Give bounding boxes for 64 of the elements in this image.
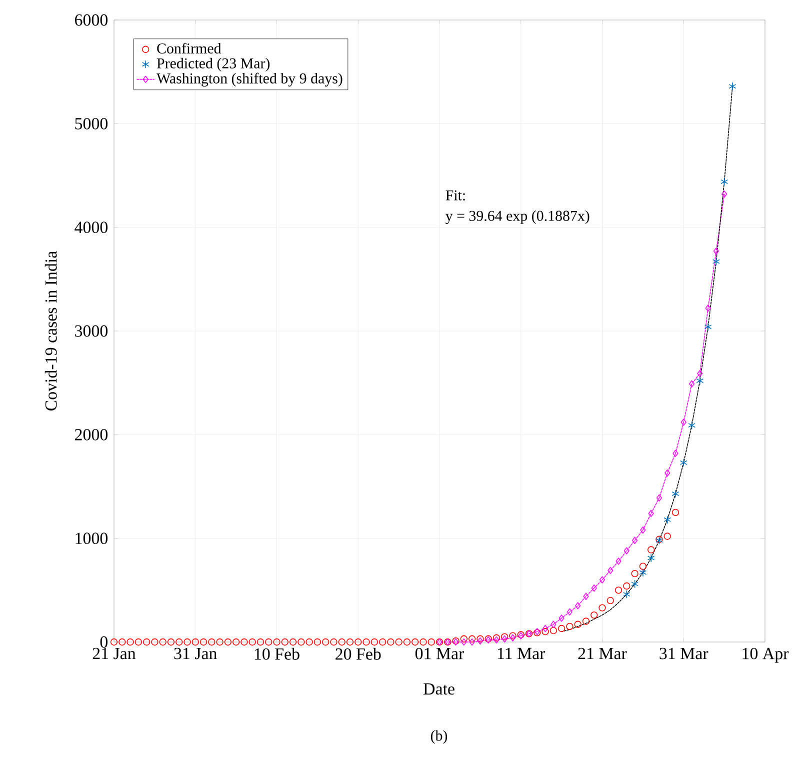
point bbox=[639, 568, 647, 577]
point bbox=[599, 576, 606, 584]
point bbox=[648, 510, 654, 518]
point bbox=[696, 376, 704, 385]
point bbox=[722, 190, 728, 198]
y-tick-label: 6000 bbox=[75, 14, 108, 26]
point bbox=[704, 322, 712, 332]
point bbox=[705, 304, 711, 312]
y-axis-title: Covid-19 cases in India bbox=[44, 251, 57, 411]
x-tick-label: 01 Mar bbox=[415, 648, 464, 660]
point bbox=[632, 536, 638, 544]
point bbox=[494, 636, 500, 644]
point bbox=[656, 494, 662, 502]
point bbox=[688, 380, 695, 388]
point bbox=[461, 638, 467, 646]
point bbox=[566, 608, 572, 616]
point bbox=[624, 547, 630, 554]
x-tick-label: 31 Jan bbox=[174, 648, 217, 660]
point bbox=[542, 624, 548, 632]
x-tick-label: 10 Apr bbox=[742, 648, 789, 663]
point bbox=[616, 558, 622, 565]
legend-label: Predicted (23 Mar) bbox=[156, 58, 270, 72]
y-tick-label: 4000 bbox=[74, 222, 108, 234]
x-tick-label: 21 Jan bbox=[92, 648, 136, 660]
point bbox=[672, 490, 680, 498]
annotation: Fit: bbox=[446, 190, 465, 200]
point bbox=[728, 82, 736, 91]
point bbox=[583, 592, 589, 600]
legend-label: Washington (shifted by 9 days) bbox=[156, 72, 342, 87]
y-tick-label: 3000 bbox=[75, 325, 108, 337]
point bbox=[664, 469, 670, 477]
point bbox=[680, 458, 688, 467]
point bbox=[558, 614, 564, 622]
point bbox=[664, 515, 672, 524]
x-axis-title: Date bbox=[424, 683, 454, 695]
annotation: y = 39.64 exp (0.1887x) bbox=[446, 210, 590, 224]
point bbox=[477, 637, 483, 645]
point bbox=[713, 248, 719, 255]
x-tick-label: 21 Mar bbox=[578, 648, 627, 660]
point bbox=[631, 580, 638, 588]
point bbox=[697, 370, 703, 378]
point bbox=[622, 590, 630, 598]
y-tick-label: 0 bbox=[100, 636, 108, 648]
point bbox=[672, 450, 678, 457]
y-tick-label: 2000 bbox=[75, 428, 108, 440]
point bbox=[575, 602, 581, 610]
x-tick-label: 31 Mar bbox=[660, 648, 708, 660]
y-tick-label: 1000 bbox=[76, 532, 108, 544]
text: (b) bbox=[430, 730, 448, 744]
point bbox=[608, 566, 614, 574]
x-tick-label: 11 Mar bbox=[498, 648, 546, 660]
point bbox=[550, 620, 556, 628]
x-tick-label: 10 Feb bbox=[254, 648, 300, 660]
point bbox=[680, 418, 686, 426]
point bbox=[640, 526, 646, 534]
point bbox=[591, 584, 597, 592]
x-tick-label: 20 Feb bbox=[336, 648, 381, 660]
legend-label: Confirmed bbox=[157, 42, 222, 54]
y-tick-label: 5000 bbox=[75, 118, 108, 130]
point bbox=[712, 257, 720, 266]
point bbox=[469, 638, 475, 646]
point bbox=[688, 421, 696, 430]
point bbox=[720, 178, 728, 186]
point bbox=[647, 554, 655, 562]
